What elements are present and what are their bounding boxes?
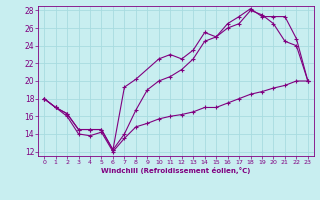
X-axis label: Windchill (Refroidissement éolien,°C): Windchill (Refroidissement éolien,°C) [101,167,251,174]
